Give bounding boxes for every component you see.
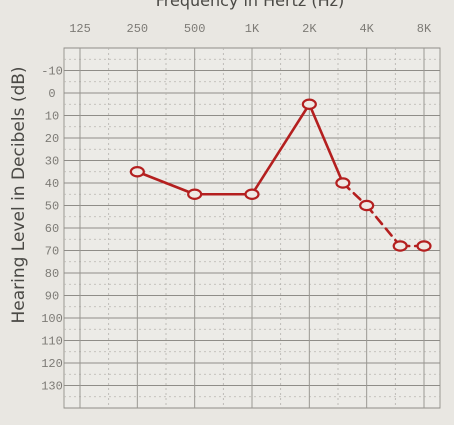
series-segment: [308, 102, 345, 185]
y-tick-label: 50: [45, 200, 59, 214]
x-tick-label: 250: [127, 22, 149, 36]
y-tick-label: 80: [45, 267, 59, 281]
x-tick-label: 500: [184, 22, 206, 36]
chart-title: Frequency in Hertz (Hz): [156, 0, 345, 10]
grid: [63, 47, 441, 409]
series-segment: [250, 102, 311, 196]
data-point-marker: [335, 177, 351, 189]
data-point-marker: [301, 98, 317, 110]
x-tick-labels: 125 250 500 1K 2K 4K 8K: [69, 22, 432, 36]
y-tick-label: 130: [41, 380, 63, 394]
series-segment: [365, 204, 402, 248]
y-tick-label: 10: [45, 110, 59, 124]
y-tick-label: 0: [48, 87, 55, 101]
x-tick-label: 1K: [245, 22, 260, 36]
y-tick-label: 100: [41, 312, 63, 326]
data-point-marker: [359, 199, 375, 212]
y-tick-labels: -10 0 10 20 30 40 50 60 70 80 90 100 110 120 130: [41, 65, 63, 394]
y-tick-label: 20: [45, 132, 59, 146]
y-tick-label: 110: [41, 335, 63, 349]
x-tick-label: 2K: [302, 22, 317, 36]
x-tick-label: 4K: [359, 22, 374, 36]
data-point-marker: [187, 188, 203, 200]
y-tick-label: 90: [45, 290, 59, 304]
series-segment: [136, 170, 196, 196]
data-point-marker: [416, 240, 432, 252]
y-axis-label: Hearing Level in Decibels (dB): [9, 66, 29, 323]
y-tick-label: 60: [45, 222, 59, 236]
y-tick-label: -10: [41, 65, 63, 79]
y-tick-label: 40: [45, 177, 59, 191]
x-tick-label: 125: [69, 22, 91, 36]
y-tick-label: 70: [45, 245, 59, 259]
data-point-marker: [129, 166, 145, 178]
x-tick-label: 8K: [417, 22, 432, 36]
series-line: [129, 98, 432, 252]
y-tick-label: 120: [41, 357, 63, 371]
y-tick-label: 30: [45, 155, 59, 169]
data-point-marker: [392, 240, 408, 252]
data-point-marker: [244, 188, 260, 200]
